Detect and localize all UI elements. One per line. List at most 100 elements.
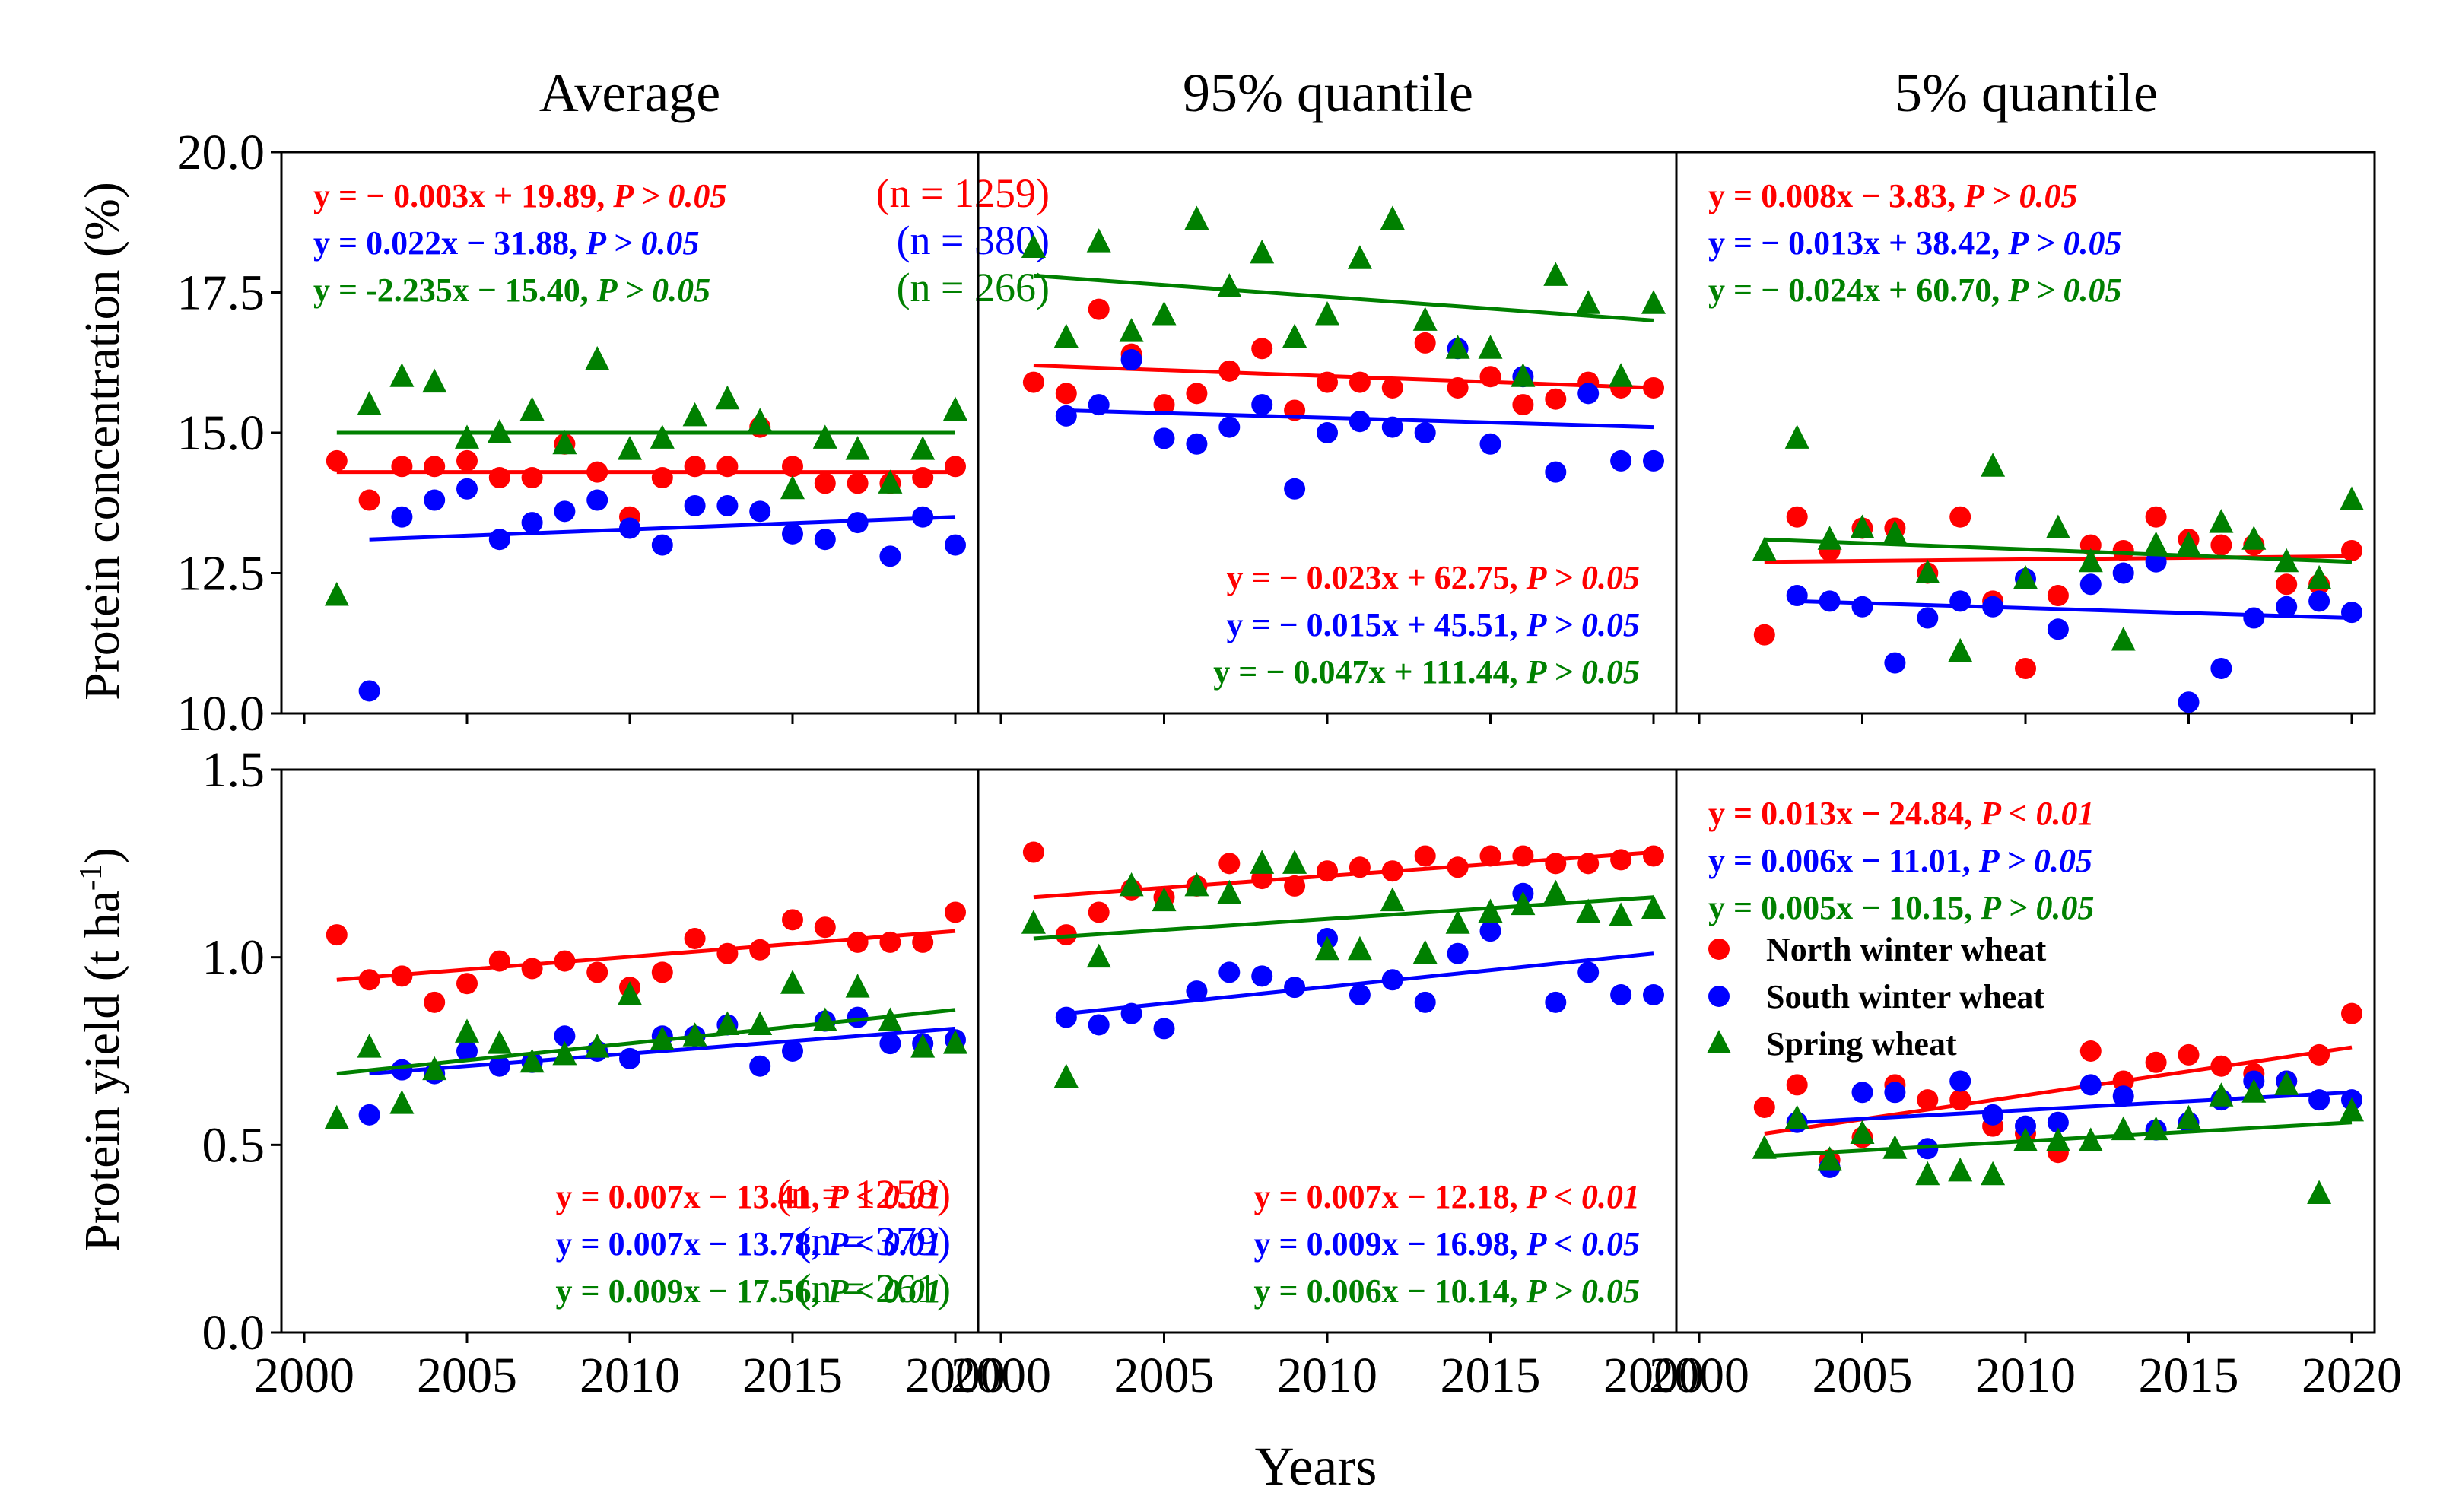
point-south [554, 1025, 576, 1047]
point-south [716, 494, 739, 516]
regression-equation-text: y = 0.007x − 13.41, [556, 1178, 828, 1215]
point-south [1643, 984, 1664, 1005]
point-south [2047, 618, 2069, 640]
panels: 10.0 12.5 15.0 17.5 20.0 y = − 0.003x + 19.89… [177, 125, 2403, 1403]
regression-equation-text: y = 0.009x − 17.56, [556, 1272, 828, 1310]
x-tick-label: 2000 [951, 1348, 1051, 1403]
point-south [358, 1104, 380, 1126]
x-tick-label: 2005 [417, 1348, 517, 1403]
point-spring [2274, 1071, 2299, 1095]
point-spring [1021, 910, 1046, 934]
point-spring [2143, 531, 2168, 556]
panel-conc-q05: y = 0.008x − 3.83, P > 0.05y = − 0.013x … [1675, 151, 2376, 724]
point-spring [552, 1040, 577, 1066]
point-north [1349, 371, 1371, 393]
point-spring [2013, 564, 2038, 589]
point-south [1414, 991, 1436, 1013]
trend-line-spring [1764, 537, 2353, 564]
point-south [2308, 590, 2330, 612]
regression-p-value: P < 0.01 [828, 1225, 942, 1263]
regression-equation-text: y = 0.022x − 31.88, [313, 224, 586, 262]
point-spring [878, 469, 903, 494]
point-spring [422, 1056, 447, 1081]
regression-p-value: P > 0.05 [1526, 653, 1640, 691]
point-north [1088, 298, 1110, 320]
point-north [1349, 856, 1371, 878]
point-spring [715, 385, 740, 410]
point-south [1120, 1002, 1142, 1024]
point-north [651, 961, 673, 983]
point-south [1251, 394, 1273, 416]
regression-equation-text: y = 0.009x − 16.98, [1254, 1225, 1527, 1263]
point-spring [487, 419, 512, 443]
point-spring [1217, 273, 1242, 297]
y-axis-title-concentration: Protein concentration (%) [75, 182, 130, 700]
point-north [2210, 534, 2232, 556]
point-spring [650, 1026, 675, 1050]
sample-size-south: (n = 379) [798, 1218, 951, 1264]
point-north [1447, 856, 1469, 878]
regression-equation-text: y = 0.006x − 11.01, [1708, 842, 1979, 879]
regression-equation-south: y = 0.007x − 13.78, P < 0.01 [556, 1225, 942, 1263]
point-south [456, 478, 478, 500]
regression-equation-spring: y = 0.005x − 10.15, P > 0.05 [1708, 889, 2094, 926]
point-spring [1217, 879, 1242, 904]
point-spring [585, 346, 610, 370]
trend-line-spring [1033, 895, 1654, 941]
y-axis-title-yield: Protein yield (t ha-1) [74, 847, 130, 1252]
sample-size-north: (n = 1258) [777, 1171, 951, 1217]
y-tick-label: 1.0 [202, 930, 265, 986]
point-spring [487, 1030, 512, 1054]
point-north [456, 449, 478, 472]
x-axis-title: Years [1255, 1436, 1377, 1497]
regression-equation-spring: y = 0.009x − 17.56, P < 0.01 [556, 1272, 942, 1310]
legend-label: North winter wheat [1766, 931, 2047, 968]
regression-p-value: P > 0.05 [2007, 272, 2121, 309]
point-spring [682, 1022, 707, 1047]
point-south [2178, 691, 2200, 713]
point-spring [845, 974, 870, 998]
point-spring [1543, 879, 1568, 904]
point-north [1317, 371, 1338, 393]
point-spring [748, 408, 773, 432]
sample-size-spring: (n = 266) [897, 265, 1050, 310]
point-spring [2241, 526, 2267, 550]
point-spring [1250, 239, 1275, 264]
point-north [1381, 376, 1403, 399]
point-spring [1543, 262, 1568, 286]
point-north [1753, 624, 1775, 646]
regression-equation-spring: y = 0.006x − 10.14, P > 0.05 [1254, 1272, 1640, 1310]
point-spring [2176, 531, 2201, 556]
point-spring [715, 1011, 740, 1035]
point-spring [324, 1104, 349, 1129]
point-south [1949, 1070, 1971, 1092]
point-north [2112, 1070, 2134, 1092]
point-south [749, 500, 771, 523]
point-north [1577, 853, 1600, 875]
point-south [782, 1040, 803, 1062]
point-south [2276, 596, 2298, 618]
point-south [1884, 1082, 1906, 1104]
regression-p-value: P > 0.05 [1963, 177, 2077, 214]
point-spring [1948, 1157, 1973, 1182]
point-spring [2340, 1097, 2364, 1122]
point-spring [1915, 559, 1940, 583]
regression-equation-text: y = 0.007x − 12.18, [1254, 1178, 1527, 1215]
regression-equation-text: y = − 0.013x + 38.42, [1708, 224, 2008, 262]
point-spring [780, 970, 805, 994]
point-spring [585, 1034, 610, 1058]
point-north [1153, 394, 1175, 416]
point-south [488, 1055, 510, 1077]
point-south [358, 680, 380, 702]
point-spring [1948, 637, 1973, 662]
point-spring [1511, 891, 1536, 916]
point-spring [1119, 872, 1144, 897]
point-spring [1576, 898, 1601, 923]
point-spring [1412, 939, 1438, 964]
point-south [749, 1055, 771, 1077]
point-north [2178, 1043, 2200, 1066]
y-tick-label: 17.5 [177, 265, 265, 321]
point-north [521, 467, 543, 489]
point-north [2341, 539, 2362, 561]
